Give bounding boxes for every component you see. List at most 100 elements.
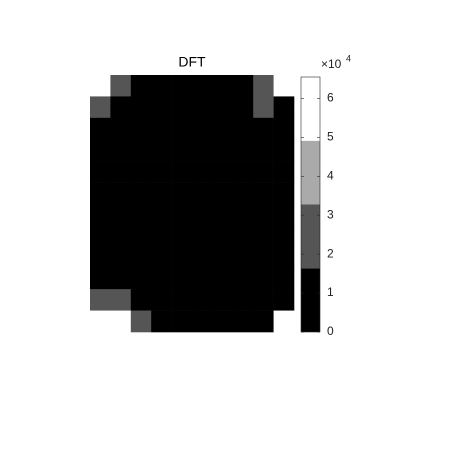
image-cell xyxy=(130,267,152,290)
image-cell xyxy=(110,246,132,269)
image-cell xyxy=(212,267,234,290)
image-cell xyxy=(110,289,132,311)
image-cell xyxy=(232,310,254,333)
image-cell xyxy=(110,117,132,140)
image-cell xyxy=(273,203,295,226)
image-cell xyxy=(130,160,152,183)
image-cell xyxy=(253,139,274,161)
image-cell xyxy=(151,96,172,119)
image-cell xyxy=(130,182,152,204)
image-cell xyxy=(192,75,213,97)
image-cell xyxy=(171,246,193,269)
colorbar-exponent: 4 xyxy=(346,53,351,63)
image-cell xyxy=(171,160,193,183)
image-cell xyxy=(232,96,254,119)
image-cell xyxy=(273,267,295,290)
image-cell xyxy=(151,75,172,97)
image-cell xyxy=(90,267,111,290)
image-cell xyxy=(130,75,152,97)
image-cell xyxy=(232,203,254,226)
image-cell xyxy=(110,96,132,119)
image-cell xyxy=(253,246,274,269)
image-cell xyxy=(110,182,132,204)
image-cell xyxy=(171,224,193,247)
image-cell xyxy=(253,117,274,140)
image-cell xyxy=(273,139,295,161)
image-cell xyxy=(90,224,111,247)
image-cell xyxy=(273,117,295,140)
image-cell xyxy=(151,139,172,161)
image-cell xyxy=(273,310,295,333)
image-cell xyxy=(273,75,295,97)
image-cell xyxy=(90,203,111,226)
image-cell xyxy=(110,160,132,183)
image-cell xyxy=(192,267,213,290)
image-cell xyxy=(232,267,254,290)
colorbar-segment xyxy=(301,77,320,141)
image-cell xyxy=(212,75,234,97)
image-cell xyxy=(192,139,213,161)
colorbar-frame xyxy=(300,76,321,333)
image-cell xyxy=(130,310,152,333)
image-cell xyxy=(90,246,111,269)
image-cell xyxy=(253,267,274,290)
image-cell xyxy=(130,289,152,311)
image-cell xyxy=(232,289,254,311)
image-cell xyxy=(232,160,254,183)
image-cell xyxy=(192,160,213,183)
image-cell xyxy=(130,246,152,269)
image-cell xyxy=(130,139,152,161)
image-cell xyxy=(171,203,193,226)
image-cell xyxy=(171,117,193,140)
image-cell xyxy=(212,224,234,247)
image-cell xyxy=(212,246,234,269)
image-cell xyxy=(90,96,111,119)
image-cell xyxy=(273,224,295,247)
image-cell xyxy=(151,246,172,269)
image-cell xyxy=(192,203,213,226)
image-cell xyxy=(151,224,172,247)
image-cell xyxy=(253,96,274,119)
image-cell xyxy=(192,96,213,119)
colorbar-multiplier: ×10 xyxy=(321,57,342,71)
image-cell xyxy=(232,117,254,140)
image-cell xyxy=(212,96,234,119)
image-cell xyxy=(273,182,295,204)
image-cell xyxy=(253,75,274,97)
image-cell xyxy=(212,139,234,161)
image-cell xyxy=(253,160,274,183)
image-cell xyxy=(171,267,193,290)
image-cell xyxy=(192,289,213,311)
image-cell xyxy=(192,310,213,333)
image-cell xyxy=(90,310,111,333)
image-cell xyxy=(253,224,274,247)
image-cell xyxy=(151,160,172,183)
image-cell xyxy=(253,203,274,226)
colorbar-segment xyxy=(301,140,320,205)
image-cell xyxy=(212,310,234,333)
image-cell xyxy=(130,117,152,140)
image-cell xyxy=(273,289,295,311)
image-cell xyxy=(171,289,193,311)
image-cell xyxy=(110,267,132,290)
colorbar-segment xyxy=(301,204,320,269)
image-cell xyxy=(232,224,254,247)
image-cell xyxy=(90,160,111,183)
image-cell xyxy=(90,289,111,311)
image-cell xyxy=(273,160,295,183)
image-cell xyxy=(232,139,254,161)
image-cell xyxy=(130,224,152,247)
image-cell xyxy=(171,182,193,204)
image-cell xyxy=(232,182,254,204)
colorbar-segment xyxy=(301,268,320,332)
image-cell xyxy=(110,224,132,247)
image-cell xyxy=(151,203,172,226)
colorbar-tick-label: 6 xyxy=(327,91,334,105)
image-cell xyxy=(171,139,193,161)
image-cell xyxy=(151,289,172,311)
colorbar-tick-label: 1 xyxy=(327,285,334,299)
image-cell xyxy=(232,75,254,97)
image-cell xyxy=(171,96,193,119)
colorbar-tick-label: 0 xyxy=(327,324,334,338)
